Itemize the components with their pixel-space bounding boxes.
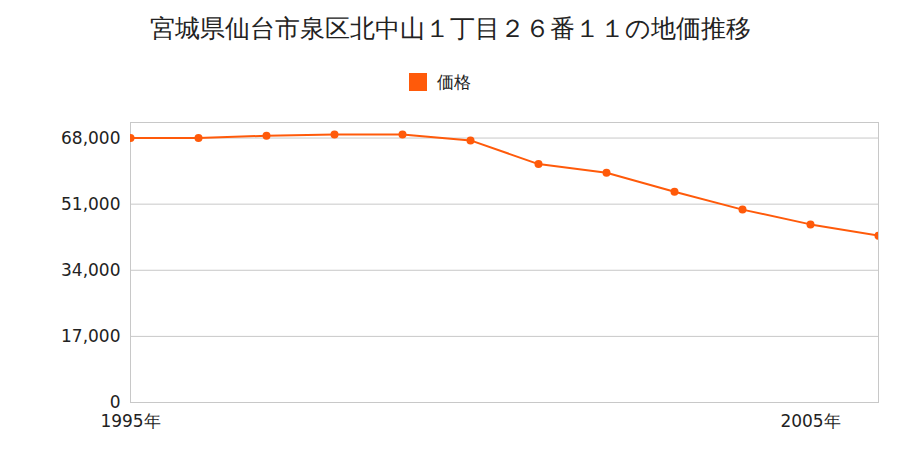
svg-text:0: 0 <box>110 392 121 412</box>
svg-text:17,000: 17,000 <box>61 326 120 346</box>
svg-text:68,000: 68,000 <box>61 127 120 147</box>
svg-text:34,000: 34,000 <box>61 260 120 280</box>
svg-text:51,000: 51,000 <box>61 194 120 214</box>
html-text:価格: 価格 <box>437 71 471 92</box>
svg-text:2005年: 2005年 <box>780 411 840 431</box>
html-text:宮城県仙台市泉区北中山１丁目２６番１１の地価推移: 宮城県仙台市泉区北中山１丁目２６番１１の地価推移 <box>149 14 751 43</box>
svg-text:1995年: 1995年 <box>100 411 160 431</box>
